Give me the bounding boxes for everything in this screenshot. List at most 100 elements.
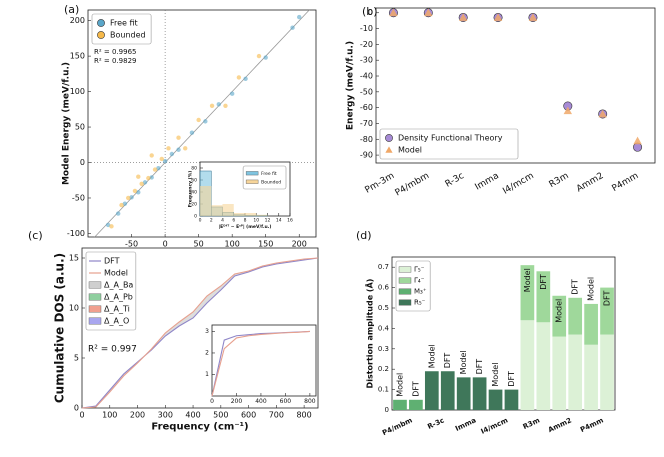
- y-tick-label: 50: [75, 123, 85, 132]
- y-tick-label: 0.1: [378, 386, 389, 394]
- x-tick-label: P4/mbm: [394, 171, 431, 198]
- legend-swatch: [97, 31, 105, 39]
- x-tick-label: 4: [221, 218, 224, 224]
- bar-segment: [552, 295, 567, 337]
- point: [297, 14, 302, 20]
- bar-segment: [456, 377, 471, 410]
- legend-swatch: [385, 146, 393, 153]
- group-label: Amm2: [547, 416, 573, 434]
- y-tick-label: 100: [70, 87, 85, 96]
- y-axis-label: Distortion amplitude (Å): [365, 279, 375, 389]
- x-tick-label: 600: [280, 398, 292, 405]
- bar-segment: [409, 399, 423, 410]
- y-tick-label: 0.5: [378, 304, 389, 312]
- legend-label: Model: [104, 269, 128, 278]
- y-tick-label: -60: [360, 103, 373, 112]
- point: [203, 119, 208, 124]
- point: [149, 175, 154, 180]
- point: [183, 146, 188, 151]
- point: [389, 8, 398, 17]
- x-tick-label: Pm-3m: [364, 171, 397, 196]
- bar-label: DFT: [539, 274, 548, 290]
- legend-swatch: [88, 281, 102, 289]
- x-tick-label: 600: [241, 411, 256, 420]
- group-label: R-3c: [426, 416, 445, 431]
- point: [122, 201, 128, 206]
- x-tick-label: P4mm: [610, 171, 640, 194]
- y-tick-label: 0.2: [378, 365, 389, 373]
- bar-segment: [472, 377, 487, 410]
- hist-bar: [211, 205, 223, 216]
- point: [162, 158, 168, 164]
- y-tick-label: -10: [360, 24, 373, 33]
- bar-label: DFT: [603, 290, 612, 306]
- legend-label: Γ₅⁻: [414, 266, 425, 274]
- y-axis-label: Model Energy (meV/f.u.): [62, 62, 72, 185]
- group-label: R3m: [522, 416, 541, 431]
- bar-segment: [440, 371, 455, 410]
- x-tick-label: 200: [130, 411, 145, 420]
- point: [598, 109, 607, 118]
- legend-label: Δ_A_Ti: [104, 305, 130, 314]
- point: [493, 13, 503, 21]
- hist-bar: [233, 213, 245, 216]
- x-tick-label: 300: [158, 411, 173, 420]
- point: [105, 222, 111, 228]
- point: [458, 13, 468, 21]
- x-tick-label: 0: [79, 411, 84, 420]
- y-tick-label: -20: [360, 40, 373, 49]
- y-tick-label: 150: [70, 52, 85, 61]
- bar-segment: [584, 344, 598, 410]
- bar-segment: [520, 265, 535, 321]
- legend-swatch: [398, 299, 412, 306]
- point: [189, 130, 195, 135]
- y-tick-label: 0: [385, 406, 389, 414]
- point: [132, 188, 138, 194]
- point: [139, 181, 144, 186]
- legend-swatch: [88, 305, 102, 313]
- y-tick-label: 60: [191, 178, 197, 184]
- annotation: R² = 0.9965: [94, 48, 136, 56]
- point: [229, 91, 235, 96]
- y-tick-label: 20: [191, 202, 197, 208]
- point: [209, 103, 215, 108]
- y-tick-label: 0: [74, 404, 79, 413]
- point: [528, 13, 538, 21]
- y-tick-label: 0.7: [378, 263, 389, 271]
- line: [211, 330, 310, 397]
- y-tick-label: 15: [69, 254, 79, 263]
- hist-bar: [222, 204, 234, 216]
- x-tick-label: Amm2: [575, 171, 605, 194]
- legend-box: [91, 13, 152, 45]
- bar-label: DFT: [571, 279, 580, 295]
- point: [136, 174, 141, 179]
- x-tick-label: 50: [194, 240, 204, 249]
- bar-label: DFT: [443, 353, 452, 369]
- legend-swatch: [245, 179, 259, 184]
- point: [115, 211, 121, 216]
- y-tick-label: -40: [360, 72, 373, 81]
- y-axis-label: Cumulative DOS (a.u.): [53, 253, 67, 403]
- point: [563, 106, 573, 115]
- legend-label: Free fit: [110, 19, 138, 28]
- x-tick-label: 12: [265, 218, 271, 224]
- point: [263, 55, 268, 60]
- point: [149, 153, 154, 158]
- x-tick-label: 0: [199, 218, 202, 224]
- legend-swatch: [385, 134, 393, 142]
- x-tick-label: 200: [231, 398, 243, 405]
- legend-label: M₃⁺: [414, 288, 427, 296]
- y-tick-label: 3: [205, 328, 209, 335]
- x-tick-label: 100: [225, 240, 240, 249]
- bar-segment: [424, 371, 439, 410]
- panel-label: (a): [64, 3, 79, 16]
- hist-bar: [245, 213, 257, 216]
- x-tick-label: -50: [125, 240, 138, 249]
- x-tick-label: 800: [296, 411, 311, 420]
- point: [109, 224, 114, 229]
- point: [129, 195, 134, 200]
- y-tick-label: -80: [360, 135, 373, 144]
- bar-label: Model: [491, 363, 500, 387]
- bar-label: DFT: [411, 381, 420, 397]
